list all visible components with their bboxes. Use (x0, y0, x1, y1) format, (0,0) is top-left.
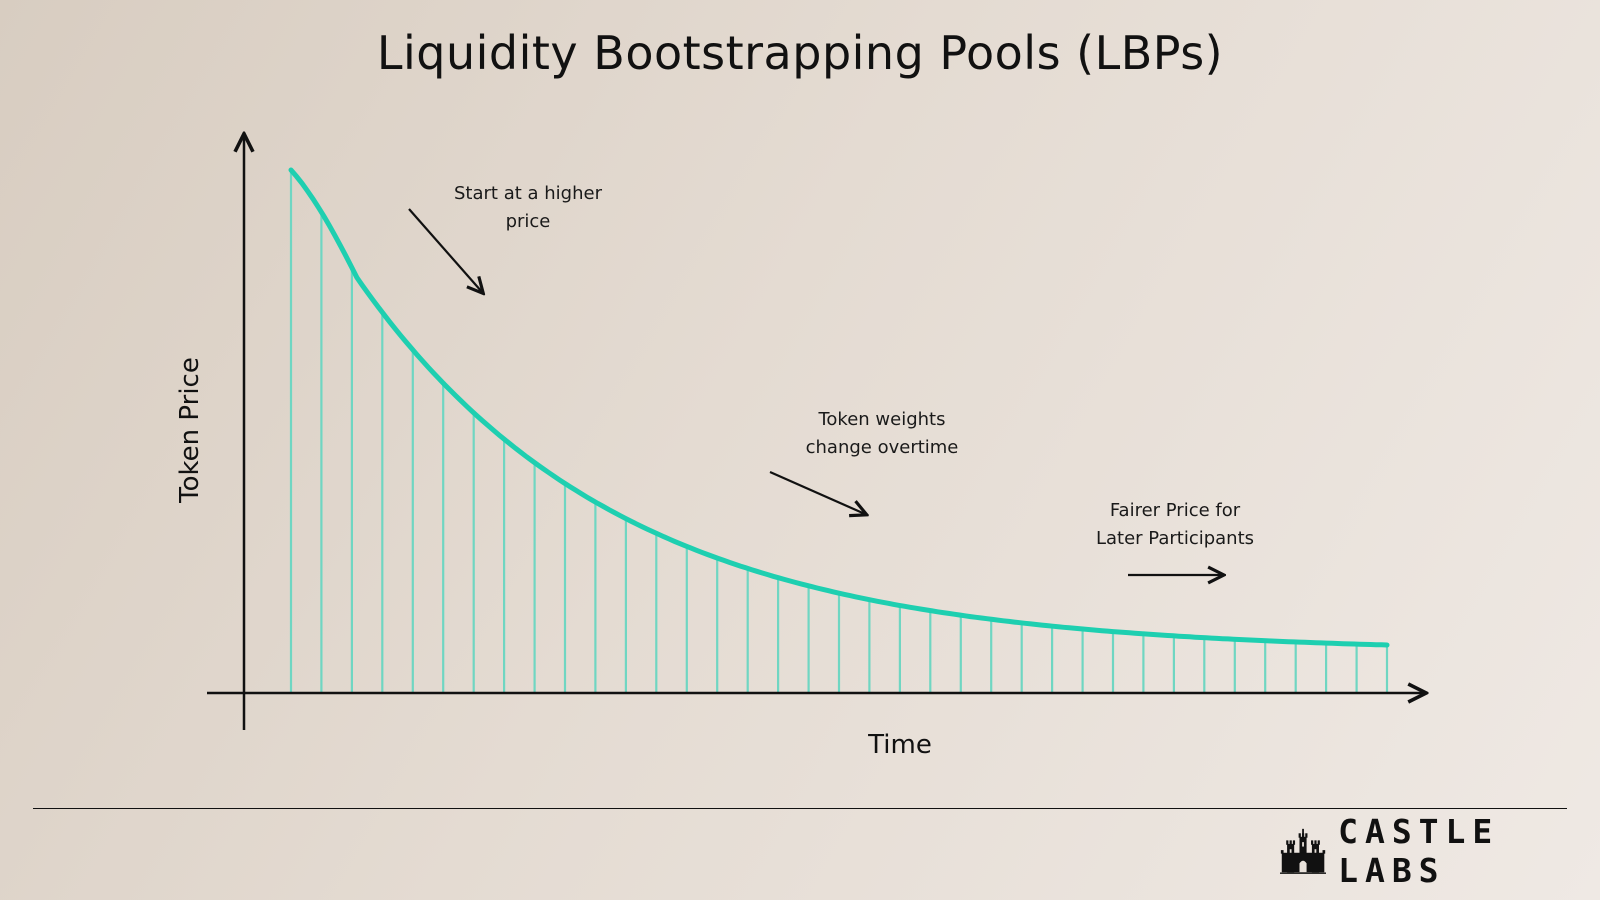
footer-divider (33, 808, 1567, 809)
page-title: Liquidity Bootstrapping Pools (LBPs) (376, 26, 1224, 80)
curve-stems (289, 170, 1389, 693)
brand: CASTLE LABS (1280, 812, 1600, 890)
castle-icon (1280, 828, 1327, 874)
y-axis-label: Token Price (175, 357, 205, 503)
annotation-fairer: Fairer Price for Later Participants (1095, 500, 1255, 549)
weights-arrow (769, 470, 865, 514)
brand-name: CASTLE LABS (1338, 812, 1500, 890)
annotation-start: Start at a higher price (454, 183, 602, 232)
annotation-weights: Token weights change overtime (805, 409, 959, 458)
price-curve (288, 167, 1390, 648)
x-axis-label: Time (868, 730, 932, 760)
start-arrow (408, 208, 482, 292)
